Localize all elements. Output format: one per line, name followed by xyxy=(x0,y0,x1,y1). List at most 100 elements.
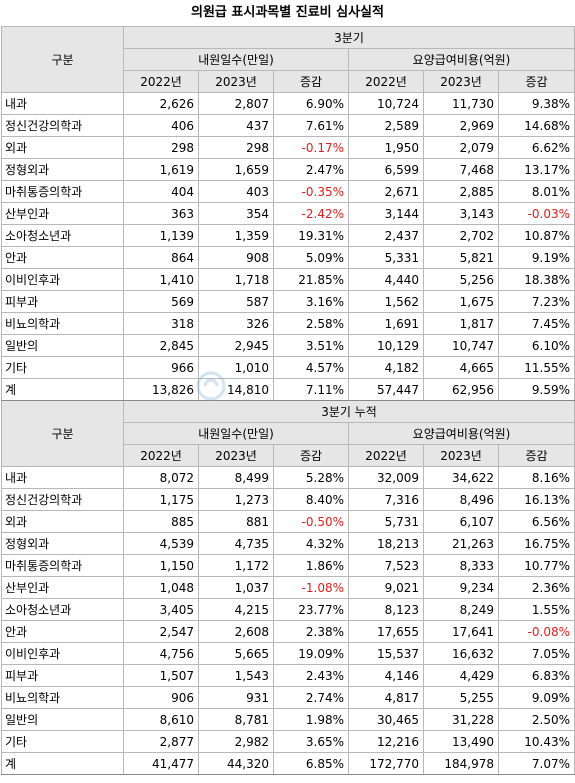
visit-days-change: -2.42% xyxy=(273,202,349,225)
benefit-cost-value: 1,562 xyxy=(348,290,424,313)
department-name: 피부과 xyxy=(1,290,124,313)
visit-days-value: 354 xyxy=(198,202,274,225)
benefit-cost-change: 18.38% xyxy=(498,268,575,291)
benefit-cost-change: 14.68% xyxy=(498,114,575,137)
table-row: 외과 885 881 -0.50% 5,731 6,107 6.56% xyxy=(1,510,575,533)
benefit-cost-value: 2,702 xyxy=(423,224,499,247)
benefit-cost-value: 4,146 xyxy=(348,664,424,687)
visit-days-value: 5,665 xyxy=(198,642,274,665)
visit-days-value: 14,810 xyxy=(198,378,274,401)
benefit-cost-value: 6,107 xyxy=(423,510,499,533)
table-row: 이비인후과 1,410 1,718 21.85% 4,440 5,256 18.38% xyxy=(1,268,575,291)
benefit-cost-value: 16,632 xyxy=(423,642,499,665)
table-row: 정형외과 4,539 4,735 4.32% 18,213 21,263 16.75% xyxy=(1,532,575,555)
department-name: 산부인과 xyxy=(1,202,124,225)
year-column-header: 2022년 xyxy=(123,70,199,93)
department-name: 비뇨의학과 xyxy=(1,686,124,709)
benefit-cost-header: 요양급여비용(억원) xyxy=(348,48,575,71)
period-header: 3분기 누적 xyxy=(123,400,575,423)
department-name: 계 xyxy=(1,378,124,401)
benefit-cost-value: 1,950 xyxy=(348,136,424,159)
department-name: 기타 xyxy=(1,356,124,379)
department-name: 산부인과 xyxy=(1,576,124,599)
benefit-cost-value: 7,523 xyxy=(348,554,424,577)
visit-days-value: 8,072 xyxy=(123,466,199,489)
department-name: 소아청소년과 xyxy=(1,224,124,247)
year-column-header: 2023년 xyxy=(198,444,274,467)
table-row: 피부과 1,507 1,543 2.43% 4,146 4,429 6.83% xyxy=(1,664,575,687)
visit-days-change: 23.77% xyxy=(273,598,349,621)
department-name: 내과 xyxy=(1,92,124,115)
table-row: 소아청소년과 1,139 1,359 19.31% 2,437 2,702 10.87% xyxy=(1,224,575,247)
visit-days-value: 41,477 xyxy=(123,752,199,775)
visit-days-value: 587 xyxy=(198,290,274,313)
visit-days-change: 4.32% xyxy=(273,532,349,555)
department-name: 내과 xyxy=(1,466,124,489)
benefit-cost-value: 5,331 xyxy=(348,246,424,269)
visit-days-value: 1,139 xyxy=(123,224,199,247)
visit-days-value: 906 xyxy=(123,686,199,709)
visit-days-value: 885 xyxy=(123,510,199,533)
table-row: 마취통증의학과 1,150 1,172 1.86% 7,523 8,333 10.77% xyxy=(1,554,575,577)
visit-days-change: 19.09% xyxy=(273,642,349,665)
benefit-cost-value: 10,129 xyxy=(348,334,424,357)
department-name: 외과 xyxy=(1,510,124,533)
visit-days-value: 1,543 xyxy=(198,664,274,687)
visit-days-change: 7.61% xyxy=(273,114,349,137)
table-row: 이비인후과 4,756 5,665 19.09% 15,537 16,632 7.05% xyxy=(1,642,575,665)
visit-days-value: 1,359 xyxy=(198,224,274,247)
year-column-header: 2023년 xyxy=(423,70,499,93)
visit-days-change: 2.38% xyxy=(273,620,349,643)
year-column-header: 증감 xyxy=(273,70,349,93)
benefit-cost-value: 4,440 xyxy=(348,268,424,291)
benefit-cost-change: 9.09% xyxy=(498,686,575,709)
department-name: 정형외과 xyxy=(1,532,124,555)
table-row: 마취통증의학과 404 403 -0.35% 2,671 2,885 8.01% xyxy=(1,180,575,203)
visit-days-change: 8.40% xyxy=(273,488,349,511)
benefit-cost-value: 57,447 xyxy=(348,378,424,401)
page-title: 의원급 표시과목별 진료비 심사실적 xyxy=(191,5,384,20)
visit-days-value: 1,659 xyxy=(198,158,274,181)
visit-days-value: 2,982 xyxy=(198,730,274,753)
table-row: 안과 2,547 2,608 2.38% 17,655 17,641 -0.08% xyxy=(1,620,575,643)
visit-days-value: 404 xyxy=(123,180,199,203)
benefit-cost-change: 1.55% xyxy=(498,598,575,621)
benefit-cost-change: 10.87% xyxy=(498,224,575,247)
table-row: 내과 2,626 2,807 6.90% 10,724 11,730 9.38% xyxy=(1,92,575,115)
department-name: 외과 xyxy=(1,136,124,159)
benefit-cost-value: 4,817 xyxy=(348,686,424,709)
benefit-cost-value: 12,216 xyxy=(348,730,424,753)
visit-days-value: 1,507 xyxy=(123,664,199,687)
visit-days-value: 1,048 xyxy=(123,576,199,599)
benefit-cost-change: 10.43% xyxy=(498,730,575,753)
department-name: 기타 xyxy=(1,730,124,753)
benefit-cost-change: 7.07% xyxy=(498,752,575,775)
visit-days-value: 2,877 xyxy=(123,730,199,753)
department-name: 정형외과 xyxy=(1,158,124,181)
visit-days-value: 1,010 xyxy=(198,356,274,379)
total-row: 계 41,477 44,320 6.85% 172,770 184,978 7.07% xyxy=(1,752,575,775)
benefit-cost-header: 요양급여비용(억원) xyxy=(348,422,575,445)
visit-days-value: 1,273 xyxy=(198,488,274,511)
benefit-cost-change: -0.03% xyxy=(498,202,575,225)
benefit-cost-value: 9,234 xyxy=(423,576,499,599)
visit-days-value: 4,215 xyxy=(198,598,274,621)
group-label-header: 구분 xyxy=(1,26,124,93)
visit-days-change: 21.85% xyxy=(273,268,349,291)
benefit-cost-value: 7,468 xyxy=(423,158,499,181)
benefit-cost-change: 7.45% xyxy=(498,312,575,335)
group-label-header: 구분 xyxy=(1,400,124,467)
benefit-cost-value: 172,770 xyxy=(348,752,424,775)
benefit-cost-value: 2,885 xyxy=(423,180,499,203)
department-name: 마취통증의학과 xyxy=(1,180,124,203)
benefit-cost-value: 5,821 xyxy=(423,246,499,269)
visit-days-value: 908 xyxy=(198,246,274,269)
visit-days-value: 4,539 xyxy=(123,532,199,555)
visit-days-value: 569 xyxy=(123,290,199,313)
department-name: 일반의 xyxy=(1,334,124,357)
benefit-cost-change: 9.38% xyxy=(498,92,575,115)
benefit-cost-change: 13.17% xyxy=(498,158,575,181)
benefit-cost-value: 10,747 xyxy=(423,334,499,357)
table-row: 소아청소년과 3,405 4,215 23.77% 8,123 8,249 1.55% xyxy=(1,598,575,621)
benefit-cost-change: 6.56% xyxy=(498,510,575,533)
